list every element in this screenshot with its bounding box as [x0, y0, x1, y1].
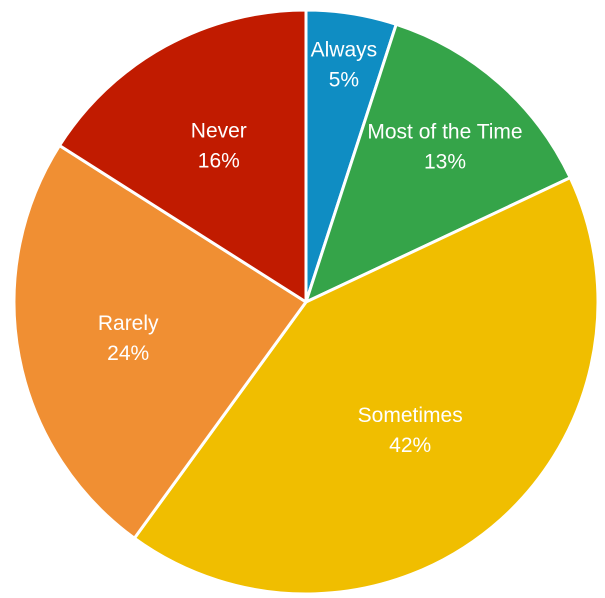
- slice-label-sometimes: Sometimes: [358, 404, 463, 427]
- slice-most-of-the-time: [304, 22, 572, 304]
- slice-label-always: Always: [311, 39, 378, 62]
- slice-never: [57, 8, 308, 304]
- slice-percent-never: 16%: [198, 149, 240, 172]
- labels-layer: Always 5% Most of the Time 13% Sometimes 42% R…: [98, 39, 523, 457]
- slice-label-never: Never: [191, 119, 247, 142]
- slice-percent-most-of-the-time: 13%: [424, 150, 466, 173]
- slice-percent-rarely: 24%: [107, 342, 149, 365]
- slice-rarely: [12, 144, 308, 540]
- slice-label-most-of-the-time: Most of the Time: [367, 120, 522, 143]
- slice-percent-always: 5%: [329, 69, 359, 92]
- slice-percent-sometimes: 42%: [389, 434, 431, 457]
- slices-layer: [12, 8, 600, 596]
- slice-label-rarely: Rarely: [98, 312, 159, 335]
- slice-sometimes: [132, 176, 600, 596]
